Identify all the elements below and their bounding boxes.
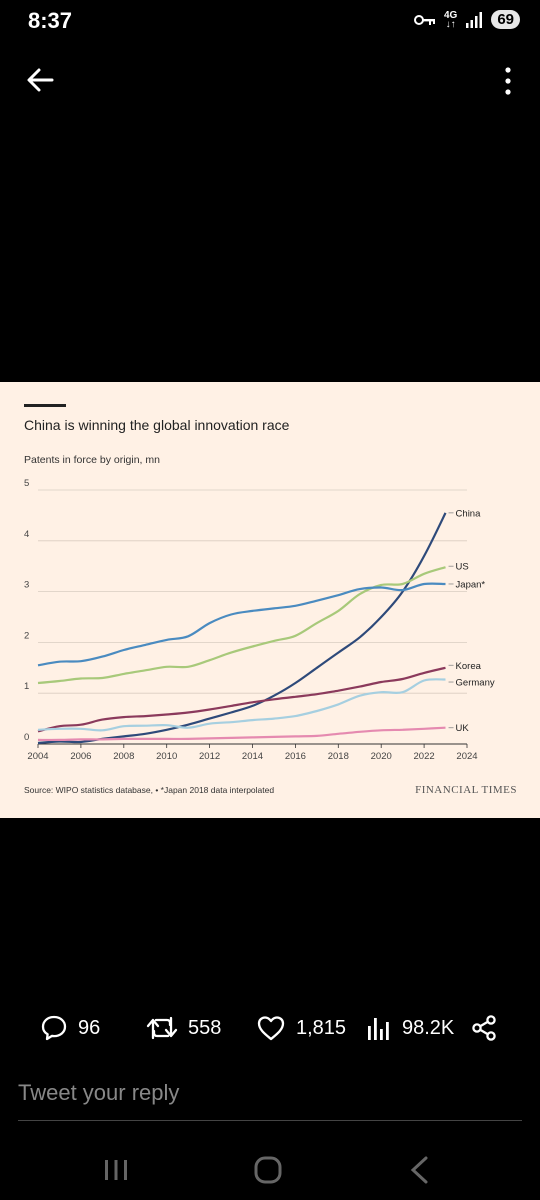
line-chart: China is winning the global innovation r…: [24, 404, 517, 796]
y-tick-label: 2: [24, 630, 29, 641]
nav-back-icon[interactable]: [400, 1152, 440, 1188]
x-tick-label: 2010: [156, 751, 177, 762]
home-icon[interactable]: [248, 1152, 288, 1188]
views-button[interactable]: 98.2K: [366, 1014, 454, 1042]
y-tick-label: 1: [24, 681, 29, 692]
y-tick-label: 4: [24, 529, 29, 540]
title-rule: [24, 404, 66, 407]
x-tick-label: 2004: [27, 751, 48, 762]
x-tick-label: 2014: [242, 751, 263, 762]
x-tick-label: 2018: [328, 751, 349, 762]
series-label-japan: Japan*: [456, 579, 486, 590]
series-label-korea: Korea: [456, 661, 482, 672]
reply-box: [18, 1080, 522, 1121]
reply-button[interactable]: 96: [40, 1014, 100, 1042]
series-line-japan: [37, 582, 446, 667]
system-nav-bar: [0, 1140, 540, 1200]
network-type: 4G ↓↑: [443, 9, 458, 30]
series-line-china: [37, 512, 447, 745]
chart-subtitle: Patents in force by origin, mn: [24, 454, 160, 466]
heart-icon: [257, 1016, 285, 1041]
x-tick-label: 2024: [456, 751, 477, 762]
analytics-icon: [368, 1018, 389, 1040]
tweet-actions: 96 558 1,815 98.2K: [0, 1008, 540, 1048]
series-label-germany: Germany: [456, 678, 495, 689]
series-line-germany: [37, 678, 446, 732]
retweet-icon: [146, 1016, 178, 1040]
share-icon: [472, 1015, 496, 1041]
reply-count: 96: [78, 1016, 101, 1039]
share-button[interactable]: [470, 1014, 498, 1042]
chart-source: Source: WIPO statistics database, • *Jap…: [24, 785, 274, 795]
status-icons: 4G ↓↑ 69: [413, 9, 520, 30]
view-count: 98.2K: [402, 1016, 455, 1039]
x-tick-label: 2012: [199, 751, 220, 762]
series-lines: [37, 512, 447, 745]
chart-image[interactable]: China is winning the global innovation r…: [0, 382, 540, 818]
series-label-uk: UK: [456, 723, 470, 734]
ft-brand: FINANCIAL TIMES: [415, 784, 517, 796]
vpn-key-icon: [413, 14, 435, 25]
more-options-icon[interactable]: [502, 66, 514, 96]
status-time: 8:37: [28, 8, 73, 33]
y-tick-label: 0: [24, 732, 29, 743]
y-tick-label: 5: [24, 478, 29, 489]
series-label-china: China: [456, 508, 482, 519]
series-line-uk: [37, 726, 446, 742]
battery-indicator: 69: [491, 10, 520, 29]
grid: 0 1 2 3 4 5 2004 2006 2008 2010 2012 2014 2016 2018 20…: [24, 478, 478, 762]
recent-apps-icon[interactable]: [96, 1152, 136, 1188]
top-bar: [0, 54, 540, 106]
comment-icon: [41, 1015, 67, 1041]
like-count: 1,815: [296, 1016, 347, 1039]
y-tick-label: 3: [24, 580, 29, 591]
chart-title: China is winning the global innovation r…: [24, 417, 290, 433]
series-labels: China US Japan* Korea Germany UK: [448, 508, 495, 734]
like-button[interactable]: 1,815: [256, 1014, 346, 1042]
retweet-button[interactable]: 558: [146, 1014, 221, 1042]
x-tick-label: 2016: [285, 751, 306, 762]
series-line-korea: [37, 666, 446, 733]
x-tick-label: 2006: [70, 751, 91, 762]
signal-icon: [466, 11, 483, 28]
reply-input[interactable]: [18, 1080, 522, 1106]
retweet-count: 558: [188, 1016, 222, 1039]
x-tick-label: 2020: [371, 751, 392, 762]
back-arrow-icon[interactable]: [24, 64, 56, 96]
x-tick-label: 2022: [414, 751, 435, 762]
series-label-us: US: [456, 562, 469, 573]
x-tick-label: 2008: [113, 751, 134, 762]
status-bar: 8:37 4G ↓↑ 69: [0, 0, 540, 44]
series-line-us: [37, 566, 446, 685]
